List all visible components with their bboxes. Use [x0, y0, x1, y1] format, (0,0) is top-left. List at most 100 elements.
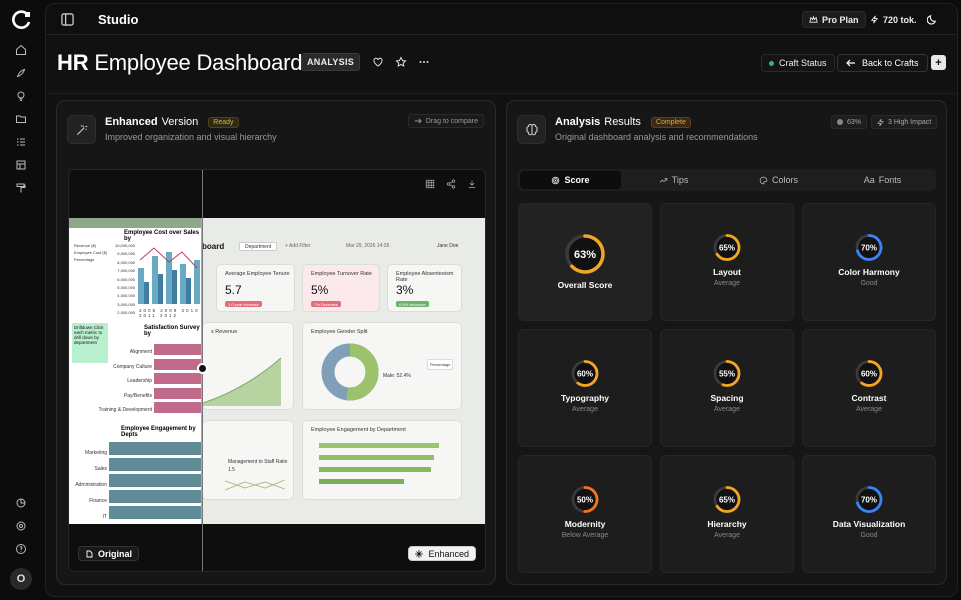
grid-icon[interactable]: [422, 176, 438, 192]
enhanced-subtitle: Improved organization and visual hierarc…: [105, 132, 277, 142]
page-title-bold: HR: [57, 50, 89, 75]
bolt-icon: [870, 15, 879, 24]
score-value: 50%: [577, 496, 593, 505]
heart-icon[interactable]: [371, 55, 384, 68]
help-icon[interactable]: [13, 541, 29, 557]
score-card[interactable]: 65% Hierarchy Average: [660, 455, 794, 573]
lightbulb-icon[interactable]: [13, 88, 29, 104]
moon-icon[interactable]: [927, 14, 938, 25]
score-rating: Good: [860, 280, 878, 287]
layout-icon[interactable]: [13, 157, 29, 173]
star-icon[interactable]: [394, 55, 407, 68]
tab-label: Tips: [671, 175, 689, 185]
rocket-icon[interactable]: [13, 65, 29, 81]
score-ring: 65%: [713, 234, 741, 261]
score-card[interactable]: 60% Typography Average: [518, 329, 652, 447]
enhanced-panel: Enhanced Version Ready Improved organiza…: [56, 100, 496, 585]
orig-legend: Revenue ($): [74, 243, 97, 248]
original-label-button[interactable]: Original: [78, 546, 140, 561]
kpi-value: 5%: [311, 283, 329, 297]
score-card[interactable]: 65% Layout Average: [660, 203, 794, 321]
list-icon[interactable]: [13, 134, 29, 150]
enh-user: Jane Doe: [437, 243, 459, 249]
share-icon[interactable]: [443, 176, 459, 192]
drag-to-compare-button[interactable]: Drag to compare: [407, 114, 484, 128]
orig-top-strip: [69, 218, 201, 228]
plan-badge[interactable]: Pro Plan: [802, 11, 866, 28]
comparison-preview[interactable]: board Department + Add Filter Mar 29, 20…: [68, 169, 486, 572]
pie-chart-icon[interactable]: [13, 495, 29, 511]
orig-eng-title: Employee Engagement by Depts: [121, 426, 196, 438]
folder-icon[interactable]: [13, 111, 29, 127]
score-name: Data Visualization: [832, 519, 906, 529]
enhanced-label-button[interactable]: Enhanced: [408, 546, 476, 561]
bolt-icon: [877, 118, 884, 126]
score-chip-label: 63%: [847, 118, 862, 126]
score-card[interactable]: 70% Data Visualization Good: [802, 455, 936, 573]
target-icon: [552, 176, 560, 184]
back-to-crafts-button[interactable]: Back to Crafts: [837, 54, 928, 72]
sparkle-icon: [415, 549, 424, 558]
paint-roller-icon[interactable]: [13, 180, 29, 196]
score-ring: 50%: [571, 486, 599, 513]
gender-card: Employee Gender Split Male: 52.4% Percen…: [302, 322, 462, 410]
score-ring: 55%: [713, 360, 741, 387]
score-card[interactable]: 60% Contrast Average: [802, 329, 936, 447]
arrow-left-icon: [846, 59, 855, 67]
score-value: 70%: [861, 496, 877, 505]
kpi-chip: 7% Decrease: [311, 301, 342, 307]
score-card[interactable]: 55% Spacing Average: [660, 329, 794, 447]
tab-score[interactable]: Score: [520, 171, 621, 189]
score-name: Spacing: [710, 393, 744, 403]
token-counter[interactable]: 720 tok.: [863, 11, 924, 28]
top-bar: Studio Pro Plan 720 tok.: [46, 4, 957, 35]
score-value: 63%: [574, 249, 596, 261]
orig-drilldown-note: Drilldown Click each metric to drill dow…: [72, 323, 108, 363]
user-avatar[interactable]: O: [10, 568, 32, 590]
font-icon: Aa: [863, 175, 875, 185]
orig-yticks: 10,000,000 9,000,000 8,000,000 7,000,000 6,0…: [115, 243, 136, 316]
enhanced-label: Enhanced: [428, 548, 469, 559]
score-card[interactable]: 70% Color Harmony Good: [802, 203, 936, 321]
score-name: Contrast: [851, 393, 887, 403]
gender-legend: Percentage: [427, 359, 454, 370]
engagement-bar-chart: [319, 443, 439, 484]
kpi-value: 5.7: [225, 283, 242, 297]
analysis-panel: Analysis Results Complete Original dashb…: [506, 100, 947, 585]
kpi-card: Employee Absenteeism Rate 3% 0.5% decrea…: [387, 264, 462, 312]
score-value: 65%: [719, 496, 735, 505]
score-name: Typography: [560, 393, 609, 403]
score-name: Modernity: [564, 519, 606, 529]
analysis-title-bold: Analysis: [555, 116, 601, 128]
score-value: 60%: [577, 370, 593, 379]
revenue-title: s Revenue: [211, 329, 238, 335]
ratio-line-chart: [225, 479, 285, 491]
score-rating: Average: [714, 406, 740, 413]
app-name: Studio: [98, 12, 139, 27]
score-value: 55%: [719, 370, 735, 379]
kpi-title: Employee Absenteeism Rate: [396, 271, 454, 283]
tab-tips[interactable]: Tips: [623, 171, 724, 189]
craft-status-button[interactable]: Craft Status: [761, 54, 835, 72]
tab-fonts[interactable]: Aa Fonts: [832, 171, 933, 189]
settings-icon[interactable]: [13, 518, 29, 534]
score-rating: Average: [572, 406, 598, 413]
score-card[interactable]: 50% Modernity Below Average: [518, 455, 652, 573]
score-ring: 63%: [565, 234, 605, 274]
home-icon[interactable]: [13, 42, 29, 58]
tab-colors[interactable]: Colors: [728, 171, 829, 189]
more-icon[interactable]: [417, 55, 430, 68]
score-card[interactable]: 63% Overall Score: [518, 203, 652, 321]
compare-handle[interactable]: [197, 363, 208, 374]
add-button[interactable]: +: [931, 55, 946, 70]
tab-label: Fonts: [878, 175, 902, 185]
kpi-chip: 1.0 year increase: [225, 301, 262, 307]
download-icon[interactable]: [464, 176, 480, 192]
kpi-title: Average Employee Tenure: [225, 271, 290, 277]
dashboard-preview-image: board Department + Add Filter Mar 29, 20…: [69, 218, 485, 524]
app-logo-icon[interactable]: [12, 10, 32, 30]
sidebar-toggle-icon[interactable]: [61, 13, 74, 26]
gender-male-label: Male: 52.4%: [383, 373, 411, 379]
magic-wand-icon: [67, 115, 96, 144]
ready-badge: Ready: [208, 116, 239, 128]
